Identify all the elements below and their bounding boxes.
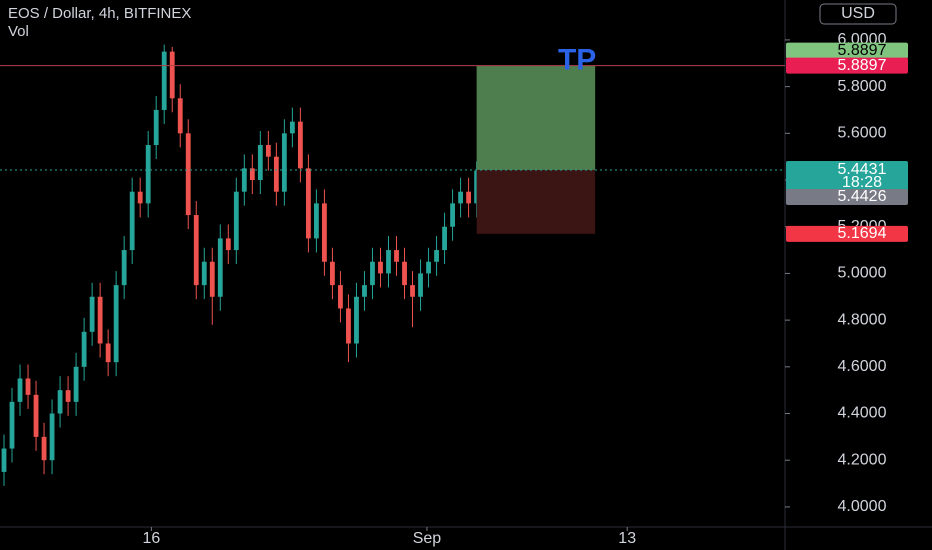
y-tick-label: 4.4000 — [838, 405, 887, 422]
x-tick-label: Sep — [413, 530, 442, 547]
candle-body — [281, 133, 287, 192]
candle-body — [105, 343, 111, 363]
candle-body — [217, 238, 223, 297]
tp-label: TP — [558, 44, 596, 77]
candle-body — [378, 261, 383, 274]
candle-body — [450, 203, 455, 227]
y-tick-label: 4.8000 — [838, 311, 887, 328]
candle-body — [322, 203, 327, 262]
candle-body — [145, 145, 151, 204]
candle-body — [458, 191, 463, 204]
last-price-box — [786, 160, 908, 191]
countdown: 18:28 — [842, 174, 882, 191]
candle-body — [49, 413, 55, 461]
candle-body — [201, 261, 207, 286]
candle-body — [81, 331, 87, 367]
stop-label: 5.1694 — [838, 225, 887, 242]
currency[interactable]: USD — [841, 5, 875, 22]
x-tick-label: 13 — [618, 530, 636, 547]
last-price: 5.4431 — [838, 161, 887, 178]
currency-button[interactable] — [819, 3, 897, 25]
candle-body — [121, 250, 127, 286]
candle-body — [209, 261, 215, 297]
stop-label-box — [786, 225, 908, 242]
x-tick-label: 16 — [142, 530, 160, 547]
candle-body — [97, 296, 103, 344]
candle-body — [418, 273, 423, 297]
candle-body — [161, 51, 167, 110]
candle-body — [25, 378, 31, 395]
candle-body — [177, 98, 183, 134]
candle-body — [129, 191, 135, 251]
candle-body — [386, 250, 391, 274]
target-label-alt-box — [786, 42, 908, 59]
candle-body — [362, 285, 367, 297]
candle-body — [289, 121, 295, 134]
candle-body — [410, 285, 415, 297]
candle-body — [9, 401, 15, 449]
bid-label-box — [786, 188, 908, 205]
candle-body — [249, 168, 255, 181]
candle-body — [314, 203, 319, 239]
candle-body — [257, 145, 263, 181]
candle-body — [402, 261, 407, 286]
candle-body — [33, 394, 39, 437]
candle-body — [137, 191, 143, 204]
y-tick-label: 5.8000 — [838, 78, 887, 95]
candle-body — [41, 436, 47, 461]
candle-body — [297, 121, 303, 169]
indicator-label: Vol — [8, 23, 29, 40]
candle-body — [466, 191, 471, 204]
chart-title: EOS / Dollar, 4h, BITFINEX — [8, 5, 191, 22]
candle-body — [305, 168, 311, 239]
candle-body — [17, 378, 23, 402]
candle-body — [330, 261, 335, 286]
y-tick-label: 4.0000 — [838, 498, 887, 515]
candle-body — [434, 250, 439, 262]
candle-body — [1, 448, 7, 472]
y-tick-label: 4.2000 — [838, 451, 887, 468]
candle-body — [370, 261, 375, 286]
candle-body — [89, 296, 95, 332]
candle-body — [273, 156, 279, 192]
candle-body — [346, 308, 351, 344]
candle-body — [442, 226, 447, 251]
candle-body — [474, 170, 480, 204]
candle-body — [265, 145, 271, 157]
candle-body — [426, 261, 431, 274]
target-label: 5.8897 — [838, 57, 887, 74]
target-label-alt: 5.8897 — [838, 42, 887, 59]
bid-label: 5.4426 — [838, 188, 887, 205]
candle-body — [338, 285, 343, 309]
y-tick-label: 5.6000 — [838, 125, 887, 142]
candle-body — [233, 191, 239, 251]
loss-zone — [476, 169, 596, 234]
target-label-box — [786, 57, 908, 74]
candle-body — [225, 238, 231, 251]
candle-body — [241, 168, 247, 192]
candle-body — [57, 390, 63, 414]
candle-body — [193, 215, 199, 286]
profit-zone — [476, 65, 596, 170]
candle-body — [153, 109, 159, 146]
candle-body — [73, 366, 79, 402]
candle-body — [65, 390, 71, 402]
y-tick-label: 4.6000 — [838, 358, 887, 375]
candle-body — [185, 133, 191, 216]
y-tick-label: 5.0000 — [838, 265, 887, 282]
candle-body — [394, 250, 399, 262]
candle-body — [354, 296, 359, 344]
candle-body — [113, 285, 119, 363]
candle-body — [169, 51, 175, 99]
